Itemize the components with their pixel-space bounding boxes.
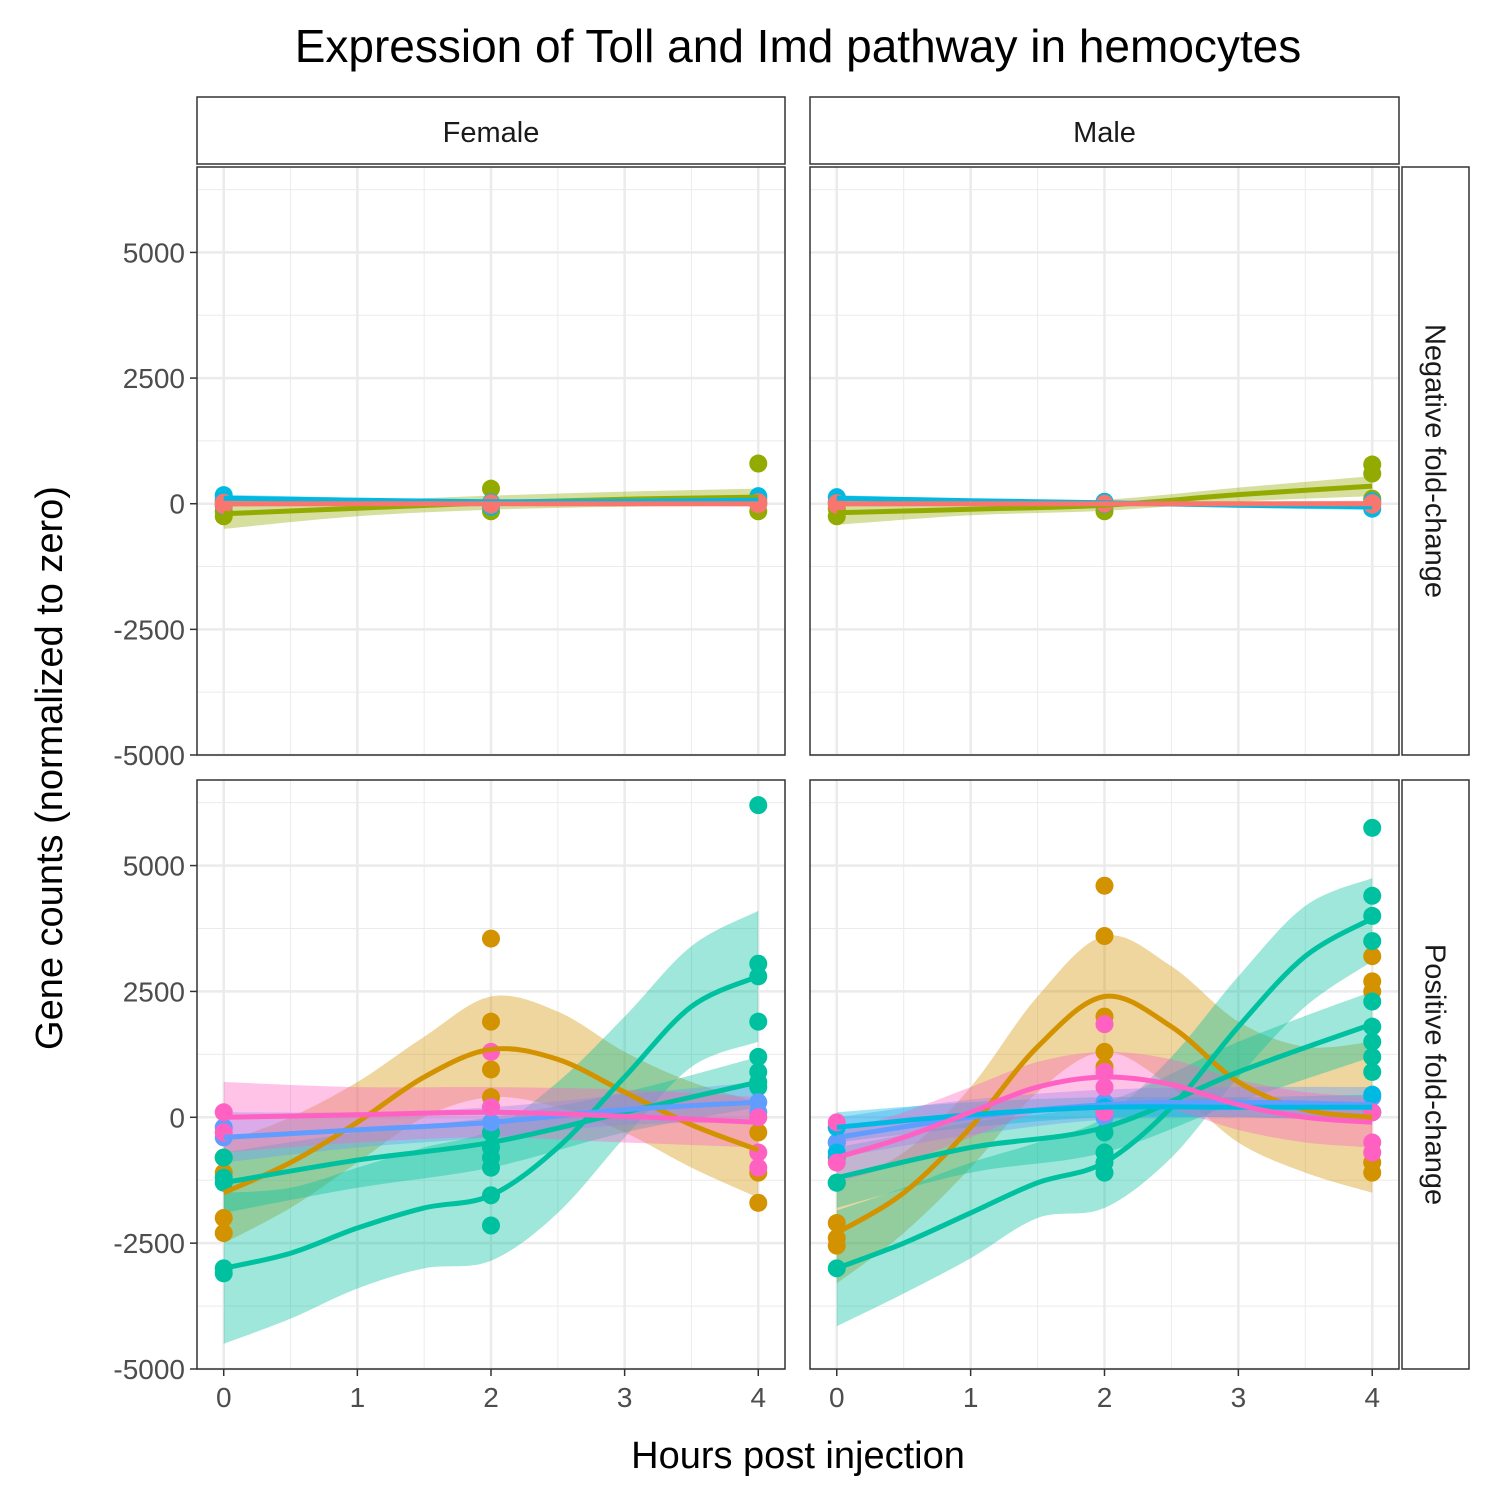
confidence-band <box>223 910 759 1344</box>
x-tick-label: 2 <box>483 1382 499 1413</box>
x-tick-label: 0 <box>829 1382 845 1413</box>
fit-line <box>836 1099 1373 1140</box>
panel-data <box>827 455 1382 526</box>
y-axis-title: Gene counts (normalized to zero) <box>29 486 71 1050</box>
data-point <box>749 1012 768 1031</box>
data-point <box>482 1148 500 1167</box>
panel-male-negative <box>809 166 1400 757</box>
data-point <box>1363 818 1382 837</box>
data-point <box>749 1123 768 1142</box>
x-tick-label: 4 <box>750 1382 766 1413</box>
data-point <box>1363 932 1382 951</box>
data-point <box>482 1216 500 1235</box>
data-point <box>1363 1062 1382 1081</box>
data-point <box>1363 886 1382 905</box>
y-tick-label: 2500 <box>123 976 185 1007</box>
x-tick-label: 2 <box>1097 1382 1113 1413</box>
panel-female-positive: -5000 -2500 0 2500 5000 0 1 2 3 4 <box>113 779 786 1413</box>
x-tick-label: 0 <box>216 1382 232 1413</box>
strip-label-positive-fold-change: Positive fold-change <box>1419 944 1451 1205</box>
y-tick-label: -2500 <box>113 1228 185 1259</box>
data-point <box>1095 876 1114 895</box>
data-point <box>1363 992 1382 1011</box>
data-point <box>1363 464 1382 483</box>
fit-line <box>223 1079 759 1186</box>
confidence-band <box>223 995 759 1244</box>
y-tick-label: 0 <box>169 1102 185 1133</box>
data-point <box>214 1224 233 1243</box>
strip-label-negative-fold-change: Negative fold-change <box>1419 324 1451 598</box>
confidence-band <box>836 935 1373 1284</box>
panel-data <box>214 796 768 1344</box>
panel-border <box>809 166 1400 756</box>
y-tick-label: 5000 <box>123 851 185 882</box>
data-point <box>1363 947 1382 966</box>
fit-line <box>223 1099 759 1140</box>
data-point <box>827 1214 846 1233</box>
data-point <box>1363 1085 1382 1104</box>
y-tick-label: -5000 <box>113 1354 185 1385</box>
data-point <box>214 1148 233 1167</box>
fit-line <box>223 974 760 1271</box>
x-tick-label: 1 <box>350 1382 366 1413</box>
y-tick-label: -2500 <box>113 614 185 645</box>
data-point <box>749 1062 768 1081</box>
confidence-band <box>836 991 1373 1208</box>
y-tick-label: -5000 <box>113 740 185 771</box>
data-point <box>749 954 768 973</box>
data-point <box>749 1047 768 1066</box>
x-tick-label: 4 <box>1364 1382 1380 1413</box>
x-tick-label: 1 <box>963 1382 979 1413</box>
fit-line <box>835 916 1374 1271</box>
strip-female <box>196 96 786 165</box>
fit-line <box>222 1046 760 1196</box>
strip-male <box>809 96 1400 165</box>
fit-line <box>836 1074 1373 1160</box>
panel-data <box>827 818 1382 1327</box>
strip-label-female: Female <box>443 117 540 149</box>
fit-line <box>836 1021 1374 1181</box>
data-point <box>1095 1015 1114 1034</box>
data-point <box>1363 1032 1382 1051</box>
strip-positive-fold-change <box>1401 779 1470 1370</box>
data-point <box>749 1158 768 1177</box>
fit-line <box>836 1104 1373 1130</box>
x-tick-label: 3 <box>617 1382 633 1413</box>
data-point <box>1363 1163 1382 1182</box>
data-point <box>1095 1042 1114 1061</box>
data-point <box>214 1208 233 1227</box>
data-point <box>827 1236 846 1255</box>
y-tick-label: 2500 <box>123 363 185 394</box>
panel-border <box>196 166 786 756</box>
strip-label-male: Male <box>1073 117 1136 149</box>
data-point <box>482 929 500 948</box>
panel-female-negative: -5000 -2500 0 2500 5000 <box>113 166 786 771</box>
strip-negative-fold-change <box>1401 166 1470 756</box>
data-point <box>482 1012 500 1031</box>
data-point <box>749 454 768 473</box>
y-tick-label: 0 <box>169 489 185 520</box>
data-point <box>749 796 768 815</box>
data-point <box>1095 1078 1114 1097</box>
data-point <box>1363 1143 1382 1162</box>
panel-data <box>214 454 768 529</box>
data-point <box>482 479 500 498</box>
chart-title: Expression of Toll and Imd pathway in he… <box>295 20 1302 72</box>
panel-male-positive: 0 1 2 3 4 <box>809 779 1400 1413</box>
data-point <box>1095 927 1114 946</box>
data-point <box>1363 1047 1382 1066</box>
panels-layer: Female Male Negative fold-change Positive f… <box>113 96 1470 1413</box>
data-point <box>482 1060 500 1079</box>
x-tick-label: 3 <box>1231 1382 1247 1413</box>
x-axis-title: Hours post injection <box>631 1435 965 1477</box>
data-point <box>749 1193 768 1212</box>
y-tick-label: 5000 <box>123 237 185 268</box>
fit-line <box>223 1109 759 1125</box>
